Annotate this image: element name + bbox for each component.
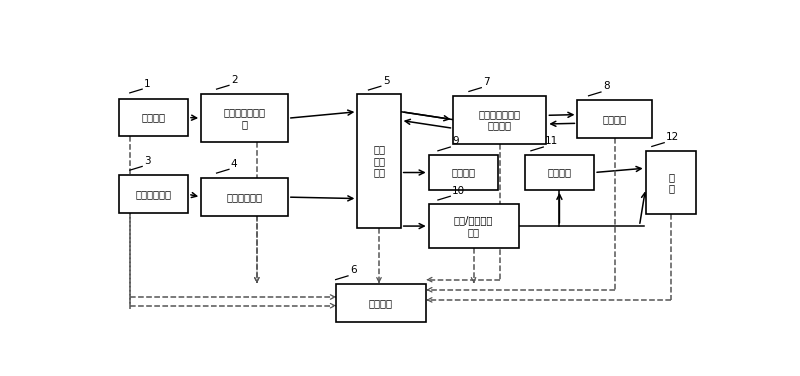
Text: 蓄电池组: 蓄电池组 bbox=[602, 114, 626, 124]
Bar bbox=[646, 151, 697, 214]
Text: 控制电路: 控制电路 bbox=[369, 298, 393, 308]
Text: 直流负载: 直流负载 bbox=[451, 168, 475, 177]
Bar bbox=[358, 94, 401, 227]
Bar bbox=[454, 96, 546, 144]
Text: 7: 7 bbox=[483, 77, 490, 87]
Text: 9: 9 bbox=[452, 136, 458, 147]
Text: 5: 5 bbox=[382, 76, 390, 86]
Text: 2: 2 bbox=[231, 75, 238, 85]
Bar bbox=[336, 284, 426, 321]
Text: 直流/交流逆变
电路: 直流/交流逆变 电路 bbox=[454, 215, 494, 237]
Bar bbox=[429, 205, 518, 248]
Text: 蓄电池组充放电
控制电路: 蓄电池组充放电 控制电路 bbox=[479, 109, 521, 130]
Bar bbox=[525, 155, 594, 190]
Text: 6: 6 bbox=[350, 265, 357, 275]
Bar bbox=[201, 178, 288, 216]
Text: 10: 10 bbox=[452, 186, 466, 196]
Text: 1: 1 bbox=[144, 79, 150, 89]
Bar bbox=[578, 100, 652, 138]
Text: 12: 12 bbox=[666, 132, 679, 142]
Bar bbox=[118, 175, 188, 213]
Text: 4: 4 bbox=[231, 159, 238, 169]
Text: 交流负载: 交流负载 bbox=[547, 168, 571, 177]
Text: 3: 3 bbox=[144, 156, 150, 166]
Bar bbox=[118, 99, 188, 136]
Text: 转换
开关
电路: 转换 开关 电路 bbox=[373, 144, 385, 177]
Bar bbox=[201, 94, 288, 142]
Text: 最大功率追踪电
路: 最大功率追踪电 路 bbox=[223, 108, 266, 129]
Text: 电
网: 电 网 bbox=[668, 172, 674, 193]
Text: 风机卸荷电路: 风机卸荷电路 bbox=[226, 192, 262, 202]
Bar bbox=[429, 155, 498, 190]
Text: 风力发电机组: 风力发电机组 bbox=[135, 189, 171, 199]
Text: 光伏阵列: 光伏阵列 bbox=[142, 112, 166, 123]
Text: 8: 8 bbox=[603, 82, 610, 91]
Text: 11: 11 bbox=[545, 136, 558, 147]
